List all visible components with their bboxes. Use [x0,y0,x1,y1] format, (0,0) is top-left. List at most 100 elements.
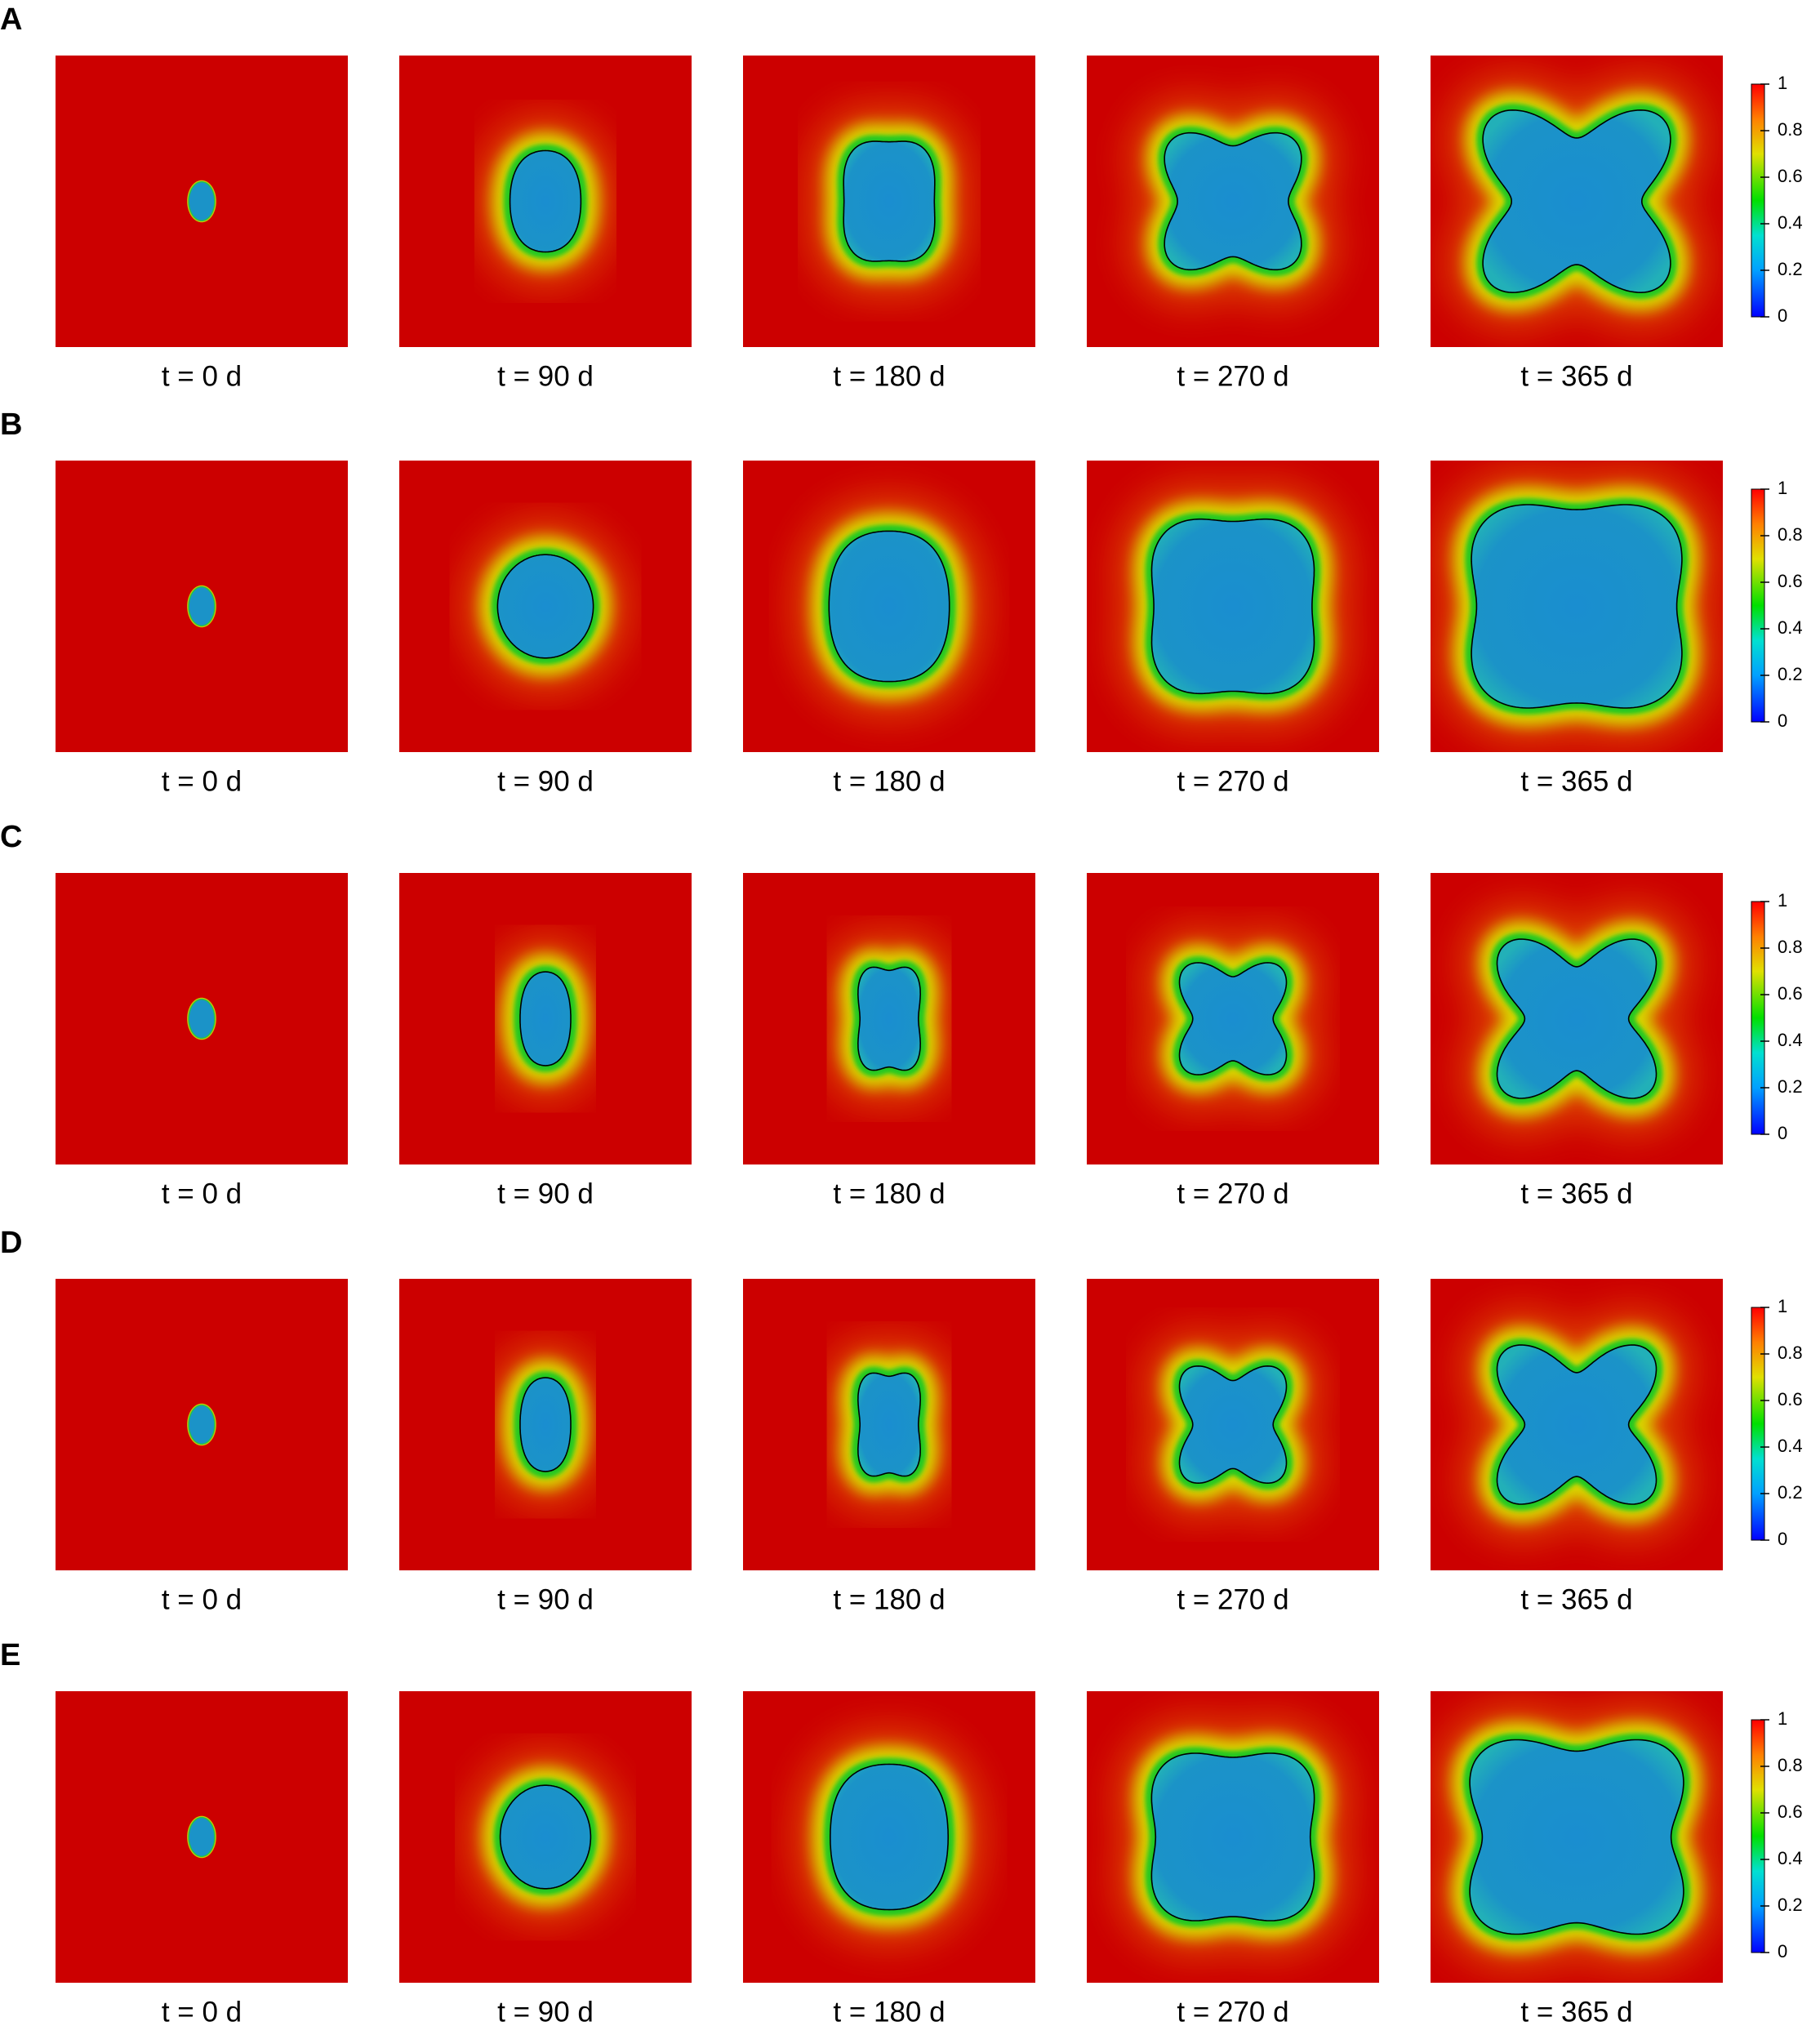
heatmap-panel [399,56,692,347]
region [188,1405,216,1445]
time-label: t = 0 d [162,1178,242,1209]
region [843,140,936,262]
heatmap-panel [56,461,348,752]
colorbar-tick-label: 0.6 [1778,1801,1803,1822]
colorbar-tick-label: 0.8 [1778,1755,1803,1775]
colorbar-tick-label: 0.8 [1778,1343,1803,1363]
colorbar-tick-label: 1 [1778,1296,1787,1316]
time-label: t = 0 d [162,1583,242,1615]
time-label: t = 180 d [833,1583,945,1615]
time-label: t = 180 d [833,360,945,392]
region [1471,504,1683,709]
heatmap-panel [1431,873,1723,1164]
region [509,149,582,253]
heatmap-panel [1431,56,1723,347]
time-label: t = 180 d [833,1996,945,2028]
colorbar [1751,1307,1765,1541]
time-label: t = 270 d [1177,765,1288,797]
time-label: t = 90 d [497,1996,594,2028]
heatmap-panel [56,56,348,347]
colorbar-tick-label: 1 [1778,1708,1787,1729]
colorbar-tick-label: 0.4 [1778,1030,1803,1050]
region [188,181,216,221]
colorbar-tick-label: 0.4 [1778,212,1803,233]
time-label: t = 270 d [1177,1178,1288,1209]
heatmap-panel [743,873,1035,1164]
heatmap-panel [743,56,1035,347]
panel-letter: E [0,1638,20,1672]
panel-letter: C [0,820,22,854]
colorbar-tick-label: 0.2 [1778,1076,1803,1097]
region [188,586,216,626]
colorbar-tick-label: 0.4 [1778,1436,1803,1456]
region [828,530,950,683]
heatmap-panel [399,461,692,752]
colorbar-tick-label: 0.6 [1778,571,1803,591]
region [1178,1365,1288,1485]
region [499,1784,592,1890]
heatmap-panel [56,873,348,1164]
colorbar-tick-label: 0 [1778,1941,1787,1962]
region [1164,131,1302,271]
heatmap-panel [56,1279,348,1570]
region [1496,938,1658,1099]
region [1469,1739,1684,1935]
heatmap-panel [743,1691,1035,1983]
region [1482,109,1671,294]
heatmap-panel [1087,1691,1379,1983]
heatmap-panel [399,1279,692,1570]
panel-letter: A [0,2,22,37]
colorbar-tick-label: 1 [1778,890,1787,911]
colorbar-tick-label: 0.2 [1778,1482,1803,1503]
time-label: t = 365 d [1520,1583,1632,1615]
region [519,1377,572,1472]
time-label: t = 365 d [1520,765,1632,797]
colorbar-tick-label: 1 [1778,478,1787,498]
colorbar-tick-label: 1 [1778,73,1787,93]
colorbar-tick-label: 0.2 [1778,1895,1803,1915]
colorbar-tick-label: 0.4 [1778,1848,1803,1868]
colorbar [1751,901,1765,1135]
region [857,1372,922,1477]
region [1496,1344,1658,1505]
region [857,966,922,1071]
heatmap-panel [1431,1279,1723,1570]
panel-letter: D [0,1226,22,1260]
colorbar-tick-label: 0 [1778,1123,1787,1143]
region [519,971,572,1066]
heatmap-panel [399,1691,692,1983]
time-label: t = 90 d [497,1583,594,1615]
colorbar-tick-label: 0.6 [1778,166,1803,186]
colorbar [1751,83,1765,318]
colorbar-tick-label: 0 [1778,1529,1787,1549]
heatmap-panel [1087,461,1379,752]
region [188,1817,216,1857]
heatmap-panel [743,461,1035,752]
heatmap-panel [1431,461,1723,752]
colorbar-tick-label: 0.6 [1778,1389,1803,1409]
heatmap-panel [1087,1279,1379,1570]
time-label: t = 270 d [1177,1583,1288,1615]
colorbar-tick-label: 0.8 [1778,524,1803,545]
colorbar-tick-label: 0.2 [1778,664,1803,684]
time-label: t = 365 d [1520,1178,1632,1209]
colorbar-tick-label: 0.6 [1778,983,1803,1004]
region [496,554,594,659]
time-label: t = 90 d [497,360,594,392]
time-label: t = 365 d [1520,1996,1632,2028]
region [1178,962,1288,1075]
heatmap-panel [1087,873,1379,1164]
time-label: t = 0 d [162,1996,242,2028]
colorbar-tick-label: 0.2 [1778,259,1803,279]
colorbar-tick-label: 0.8 [1778,119,1803,140]
region [830,1763,949,1911]
time-label: t = 365 d [1520,360,1632,392]
region [188,999,216,1039]
time-label: t = 270 d [1177,1996,1288,2028]
time-label: t = 90 d [497,765,594,797]
time-label: t = 270 d [1177,360,1288,392]
heatmap-panel [1087,56,1379,347]
time-label: t = 0 d [162,360,242,392]
colorbar [1751,488,1765,723]
colorbar [1751,1719,1765,1953]
